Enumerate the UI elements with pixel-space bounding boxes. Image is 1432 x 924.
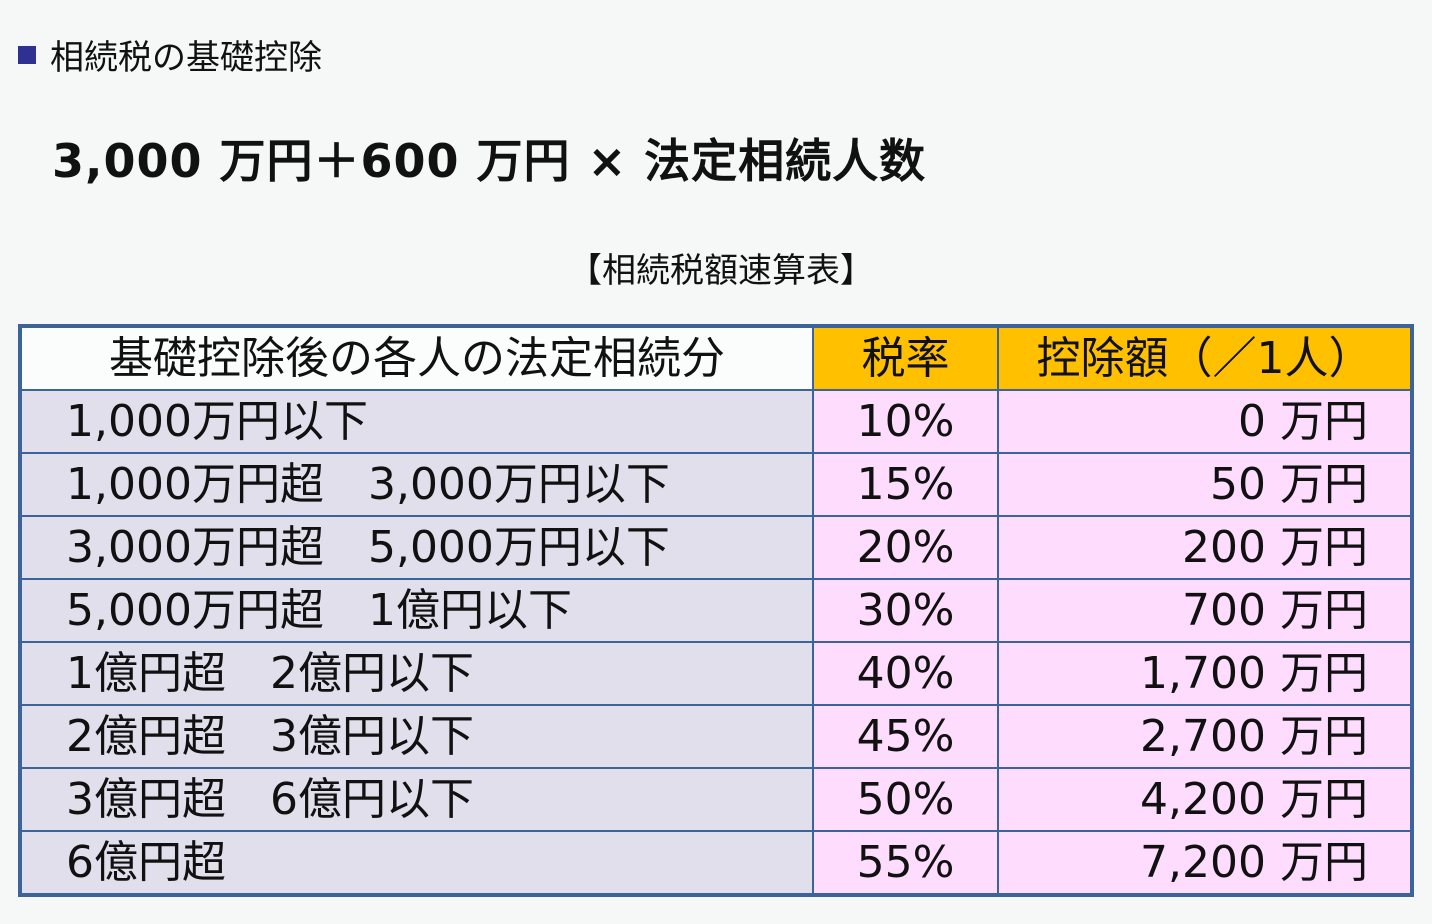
table-row: 6億円超 55% 7,200 万円 bbox=[19, 830, 1413, 896]
deduction-cell: 50 万円 bbox=[997, 452, 1413, 517]
table-caption: 【相続税額速算表】 bbox=[568, 251, 874, 291]
rate-cell: 50% bbox=[812, 767, 999, 832]
basic-deduction-formula: 3,000 万円＋600 万円 × 法定相続人数 bbox=[52, 134, 927, 188]
rate-cell: 45% bbox=[812, 704, 999, 769]
rate-cell: 10% bbox=[812, 389, 999, 454]
table-row: 2億円超 3億円以下 45% 2,700 万円 bbox=[19, 704, 1413, 769]
range-cell: 3,000万円超 5,000万円以下 bbox=[19, 515, 814, 580]
header-range: 基礎控除後の各人の法定相続分 bbox=[19, 325, 814, 391]
deduction-cell: 2,700 万円 bbox=[997, 704, 1413, 769]
heading-text: 相続税の基礎控除 bbox=[50, 38, 322, 78]
deduction-cell: 7,200 万円 bbox=[997, 830, 1413, 896]
header-rate: 税率 bbox=[812, 325, 999, 391]
rate-cell: 20% bbox=[812, 515, 999, 580]
rate-cell: 30% bbox=[812, 578, 999, 643]
table-row: 5,000万円超 1億円以下 30% 700 万円 bbox=[19, 578, 1413, 643]
table-header-row: 基礎控除後の各人の法定相続分 税率 控除額（／1人） bbox=[19, 325, 1413, 391]
range-cell: 1,000万円以下 bbox=[19, 389, 814, 454]
square-bullet-icon bbox=[18, 45, 36, 64]
range-cell: 6億円超 bbox=[19, 830, 814, 896]
table-row: 1億円超 2億円以下 40% 1,700 万円 bbox=[19, 641, 1413, 706]
range-cell: 2億円超 3億円以下 bbox=[19, 704, 814, 769]
rate-cell: 55% bbox=[812, 830, 999, 896]
range-cell: 1億円超 2億円以下 bbox=[19, 641, 814, 706]
tax-rate-table: 基礎控除後の各人の法定相続分 税率 控除額（／1人） 1,000万円以下 10% 0… bbox=[18, 324, 1414, 897]
deduction-cell: 200 万円 bbox=[997, 515, 1413, 580]
table-row: 3億円超 6億円以下 50% 4,200 万円 bbox=[19, 767, 1413, 832]
rate-cell: 40% bbox=[812, 641, 999, 706]
range-cell: 1,000万円超 3,000万円以下 bbox=[19, 452, 814, 517]
deduction-cell: 700 万円 bbox=[997, 578, 1413, 643]
table-row: 3,000万円超 5,000万円以下 20% 200 万円 bbox=[19, 515, 1413, 580]
range-cell: 3億円超 6億円以下 bbox=[19, 767, 814, 832]
table-row: 1,000万円以下 10% 0 万円 bbox=[19, 389, 1413, 454]
header-deduction: 控除額（／1人） bbox=[997, 325, 1413, 391]
deduction-cell: 0 万円 bbox=[997, 389, 1413, 454]
range-cell: 5,000万円超 1億円以下 bbox=[19, 578, 814, 643]
section-heading: 相続税の基礎控除 bbox=[18, 30, 322, 79]
table-row: 1,000万円超 3,000万円以下 15% 50 万円 bbox=[19, 452, 1413, 517]
deduction-cell: 4,200 万円 bbox=[997, 767, 1413, 832]
deduction-cell: 1,700 万円 bbox=[997, 641, 1413, 706]
rate-cell: 15% bbox=[812, 452, 999, 517]
